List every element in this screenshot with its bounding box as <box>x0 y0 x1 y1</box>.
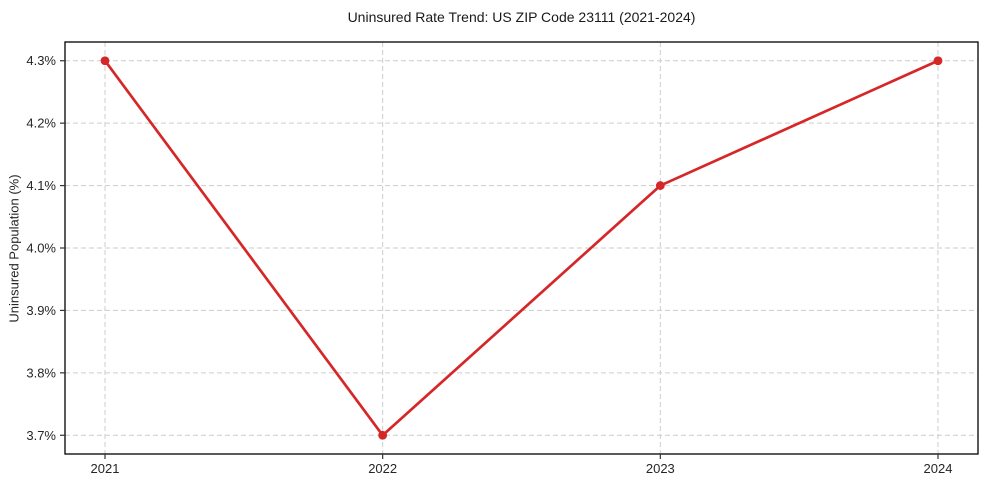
x-tick-label: 2022 <box>368 461 397 476</box>
data-point-marker <box>100 56 110 66</box>
y-tick-label: 3.7% <box>26 428 56 443</box>
y-tick-label: 4.3% <box>26 53 56 68</box>
trend-line <box>103 59 940 437</box>
x-tick-label: 2021 <box>91 461 120 476</box>
data-point-marker <box>933 56 943 66</box>
y-tick-label: 4.2% <box>26 116 56 131</box>
y-tick-label: 3.9% <box>26 303 56 318</box>
y-tick-label: 4.1% <box>26 178 56 193</box>
x-tick-label: 2024 <box>924 461 953 476</box>
data-point-marker <box>655 181 665 190</box>
chart-title: Uninsured Rate Trend: US ZIP Code 23111 … <box>347 9 696 25</box>
data-point-marker <box>378 430 388 440</box>
x-tick-label: 2023 <box>646 461 675 476</box>
y-tick-label: 4.0% <box>26 241 56 256</box>
y-tick-label: 3.8% <box>26 365 56 380</box>
